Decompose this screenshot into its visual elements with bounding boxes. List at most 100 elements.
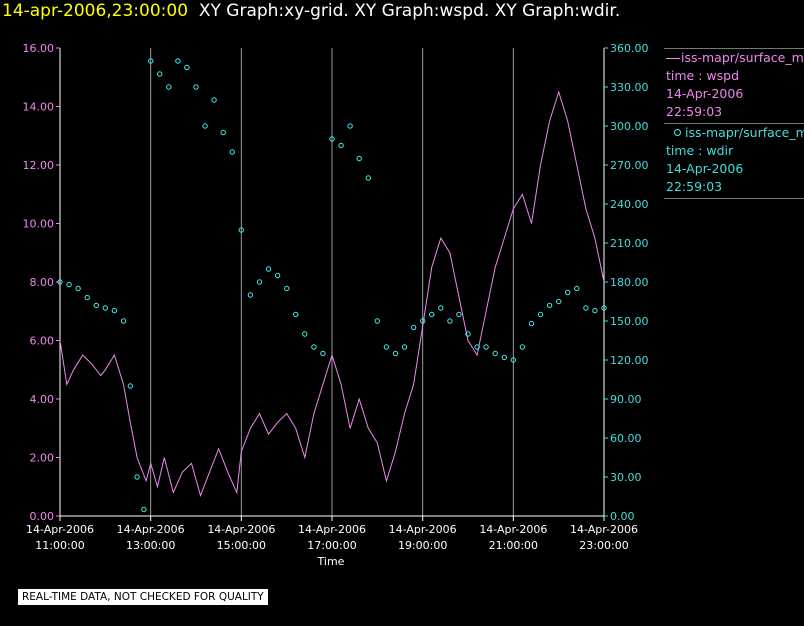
left-y-tick-label: 16.00 (23, 42, 55, 55)
wdir-point (356, 155, 362, 162)
wdir-point (537, 311, 544, 318)
right-y-tick-label: 300.00 (610, 120, 649, 133)
wdir-point (528, 320, 535, 327)
chart-header: 14-apr-2006,23:00:00 XY Graph:xy-grid. X… (2, 1, 620, 21)
wdir-point (410, 324, 417, 331)
x-tick-label-time: 15:00:00 (217, 539, 266, 552)
legend-wspd-var: time : wspd (666, 68, 740, 83)
wdir-point (175, 58, 181, 64)
left-y-tick-label: 6.00 (30, 335, 55, 348)
wdir-point (229, 149, 236, 155)
wdir-point (127, 383, 134, 389)
right-y-tick-label: 210.00 (610, 237, 649, 250)
left-y-tick-label: 14.00 (23, 101, 55, 114)
wdir-point (141, 506, 147, 513)
right-y-tick-label: 270.00 (610, 159, 649, 172)
x-tick-label-time: 23:00:00 (579, 539, 628, 552)
wdir-series (57, 58, 607, 513)
legend-divider (664, 48, 804, 49)
x-tick-label-date: 14-Apr-2006 (26, 523, 94, 536)
legend-wdir-var: time : wdir (666, 143, 734, 158)
wdir-point (238, 227, 245, 233)
right-y-tick-label: 330.00 (610, 81, 649, 94)
wdir-point (501, 354, 507, 361)
quality-notice: REAL-TIME DATA, NOT CHECKED FOR QUALITY (18, 589, 268, 605)
wdir-point (347, 123, 353, 129)
wdir-point (483, 344, 489, 350)
wdir-point (193, 84, 199, 90)
wdir-point (392, 350, 399, 357)
wdir-point (111, 307, 118, 314)
wdir-point (265, 266, 272, 272)
legend-wdir-name: iss-mapr/surface_m (685, 125, 804, 140)
wdir-point (102, 305, 109, 311)
wdir-point (565, 289, 571, 296)
legend: iss-mapr/surface_m time : wspd 14-Apr-20… (664, 46, 804, 199)
wdir-point (556, 298, 562, 305)
right-y-tick-label: 240.00 (610, 198, 649, 211)
axes: 14-Apr-2006 11:00:00 14-Apr-2006 13:00:00 14… (23, 42, 649, 552)
wdir-point (465, 331, 471, 337)
x-tick-label-time: 17:00:00 (307, 539, 356, 552)
x-tick-label-date: 14-Apr-2006 (570, 523, 638, 536)
wdir-point (311, 344, 317, 350)
wdir-point (148, 58, 154, 64)
x-tick-label-date: 14-Apr-2006 (389, 523, 457, 536)
legend-entry-wspd: iss-mapr/surface_m time : wspd 14-Apr-20… (664, 49, 804, 121)
x-tick-label-date: 14-Apr-2006 (298, 523, 366, 536)
wdir-point (57, 279, 63, 285)
wdir-point (365, 175, 371, 181)
right-y-tick-label: 150.00 (610, 315, 649, 328)
right-y-tick-label: 0.00 (610, 510, 635, 523)
wdir-point (220, 129, 226, 136)
x-tick-label-date: 14-Apr-2006 (479, 523, 547, 536)
wdir-point (84, 294, 90, 301)
wdir-point (338, 142, 344, 149)
wdir-point (93, 302, 100, 309)
left-y-tick-label: 10.00 (23, 218, 55, 231)
wdir-point (519, 344, 526, 350)
wdir-point (166, 84, 172, 90)
right-y-tick-label: 60.00 (610, 432, 642, 445)
wdir-point (546, 302, 553, 309)
wdir-point (157, 71, 163, 77)
wdir-point (184, 64, 190, 71)
wdir-point (256, 279, 263, 285)
wspd-series (59, 90, 605, 498)
header-timestamp: 14-apr-2006,23:00:00 (2, 1, 189, 21)
wdir-point (120, 318, 127, 324)
vertical-grid (59, 48, 605, 516)
wdir-point (456, 311, 462, 318)
wdir-point (247, 292, 254, 298)
wdir-point (510, 357, 516, 363)
legend-entry-wdir: iss-mapr/surface_m time : wdir 14-Apr-20… (664, 124, 804, 196)
line-swatch-icon (666, 58, 680, 59)
circle-swatch-icon (674, 129, 681, 136)
right-y-tick-label: 90.00 (610, 393, 642, 406)
header-graph-titles: XY Graph:xy-grid. XY Graph:wspd. XY Grap… (198, 1, 621, 21)
wdir-point (583, 305, 589, 311)
wdir-point (401, 344, 408, 350)
legend-divider (664, 198, 804, 199)
left-y-tick-label: 4.00 (30, 393, 55, 406)
left-y-tick-label: 12.00 (23, 159, 55, 172)
left-y-tick-label: 8.00 (30, 276, 55, 289)
wdir-point (447, 318, 453, 324)
wdir-point (574, 285, 580, 292)
legend-wdir-date: 14-Apr-2006 (666, 161, 744, 176)
wdir-point (134, 474, 140, 480)
wdir-point (284, 285, 290, 292)
legend-wdir-time: 22:59:03 (666, 179, 723, 194)
wdir-point (438, 305, 444, 311)
left-y-tick-label: 0.00 (30, 510, 55, 523)
wdir-point (492, 350, 498, 357)
wdir-point (302, 331, 308, 337)
x-tick-label-date: 14-Apr-2006 (207, 523, 275, 536)
legend-wspd-date: 14-Apr-2006 (666, 86, 744, 101)
wdir-point (274, 272, 281, 279)
x-tick-label-time: 13:00:00 (126, 539, 175, 552)
wdir-point (320, 350, 326, 357)
legend-divider (664, 123, 804, 124)
wdir-point (601, 305, 607, 311)
